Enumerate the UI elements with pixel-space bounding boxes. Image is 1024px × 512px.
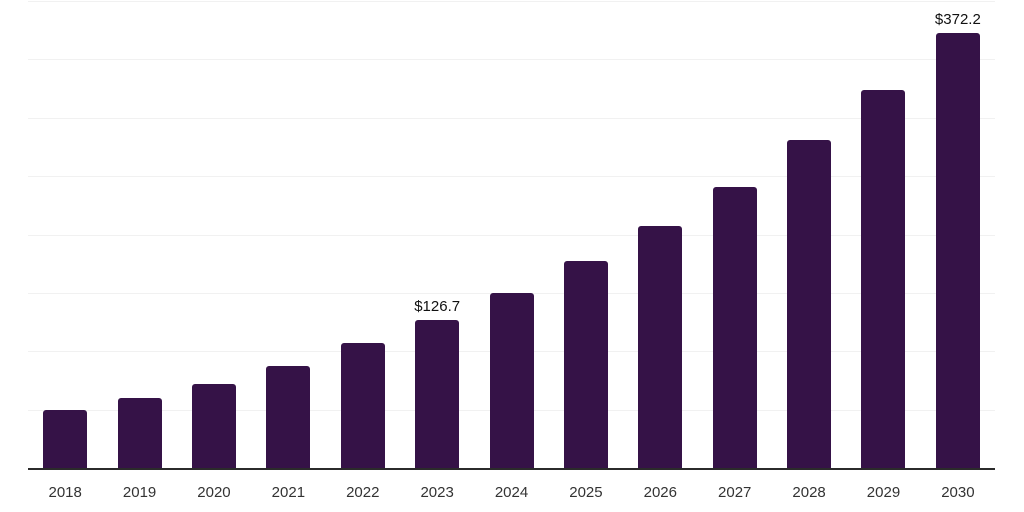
bar-slot-2020 <box>177 0 251 468</box>
bar-2027 <box>712 186 757 468</box>
x-axis-label-2022: 2022 <box>346 484 380 501</box>
bar-2026 <box>638 226 683 468</box>
x-axis-label-2029: 2029 <box>866 484 901 501</box>
bar-slot-2026 <box>623 0 697 468</box>
gridline-300 <box>28 117 995 119</box>
x-axis-label-2030: 2030 <box>941 484 975 501</box>
x-axis-label-2020: 2020 <box>197 484 231 501</box>
bar-2028 <box>787 139 832 468</box>
bar-slot-2029 <box>846 0 920 468</box>
bar-slot-2019 <box>102 0 176 468</box>
bar-slot-2027 <box>698 0 772 468</box>
x-axis-label-2026: 2026 <box>643 484 677 501</box>
x-axis-labels: 2018 2019 2020 2021 2022 2023 2024 2025 2026 2027… <box>28 484 995 501</box>
gridline-250 <box>28 176 995 178</box>
plot-area: $126.7 $372.2 <box>28 0 995 468</box>
bar-slot-2024 <box>474 0 548 468</box>
bar-slot-2021 <box>251 0 325 468</box>
gridline-200 <box>28 234 995 236</box>
bar-2020 <box>191 383 236 468</box>
x-axis-label-2023: 2023 <box>420 484 454 501</box>
bar-2023 <box>415 320 460 468</box>
bar-2030 <box>935 33 980 468</box>
bar-2024 <box>489 292 534 468</box>
bar-2021 <box>266 366 311 468</box>
bar-2029 <box>861 89 906 468</box>
bar-slot-2023: $126.7 <box>400 0 474 468</box>
x-axis-line <box>28 468 995 470</box>
bar-value-label-2023: $126.7 <box>414 298 461 316</box>
bar-slot-2022 <box>326 0 400 468</box>
bar-2019 <box>117 397 162 468</box>
bars-row: $126.7 $372.2 <box>28 0 995 468</box>
bar-slot-2028 <box>772 0 846 468</box>
bar-2025 <box>563 261 608 468</box>
bar-slot-2030: $372.2 <box>921 0 995 468</box>
x-axis-label-2018: 2018 <box>48 484 82 501</box>
x-axis-label-2024: 2024 <box>494 484 529 501</box>
x-axis-label-2025: 2025 <box>569 484 603 501</box>
bar-2022 <box>340 343 385 468</box>
gridline-400 <box>28 1 995 2</box>
bar-slot-2018 <box>28 0 102 468</box>
bar-slot-2025 <box>549 0 623 468</box>
gridline-350 <box>28 59 995 61</box>
x-axis-label-2027: 2027 <box>718 484 752 501</box>
bar-value-label-2030: $372.2 <box>934 11 981 29</box>
x-axis-label-2021: 2021 <box>271 484 306 501</box>
bar-2018 <box>43 409 88 468</box>
x-axis-label-2028: 2028 <box>792 484 826 501</box>
x-axis-label-2019: 2019 <box>122 484 157 501</box>
